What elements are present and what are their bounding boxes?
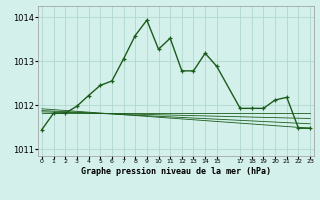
X-axis label: Graphe pression niveau de la mer (hPa): Graphe pression niveau de la mer (hPa) bbox=[81, 167, 271, 176]
